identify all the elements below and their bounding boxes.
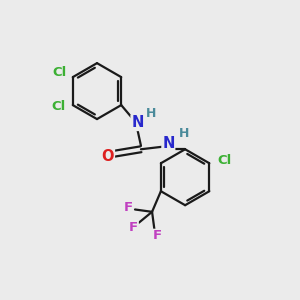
Text: F: F: [123, 201, 133, 214]
Text: Cl: Cl: [52, 100, 66, 113]
Text: Cl: Cl: [218, 154, 232, 167]
Text: N: N: [131, 115, 144, 130]
Text: O: O: [102, 148, 114, 164]
Text: N: N: [162, 136, 175, 152]
Text: Cl: Cl: [52, 66, 67, 79]
Text: H: H: [179, 128, 189, 140]
Text: F: F: [129, 221, 138, 234]
Text: F: F: [153, 230, 162, 242]
Text: H: H: [146, 107, 157, 120]
